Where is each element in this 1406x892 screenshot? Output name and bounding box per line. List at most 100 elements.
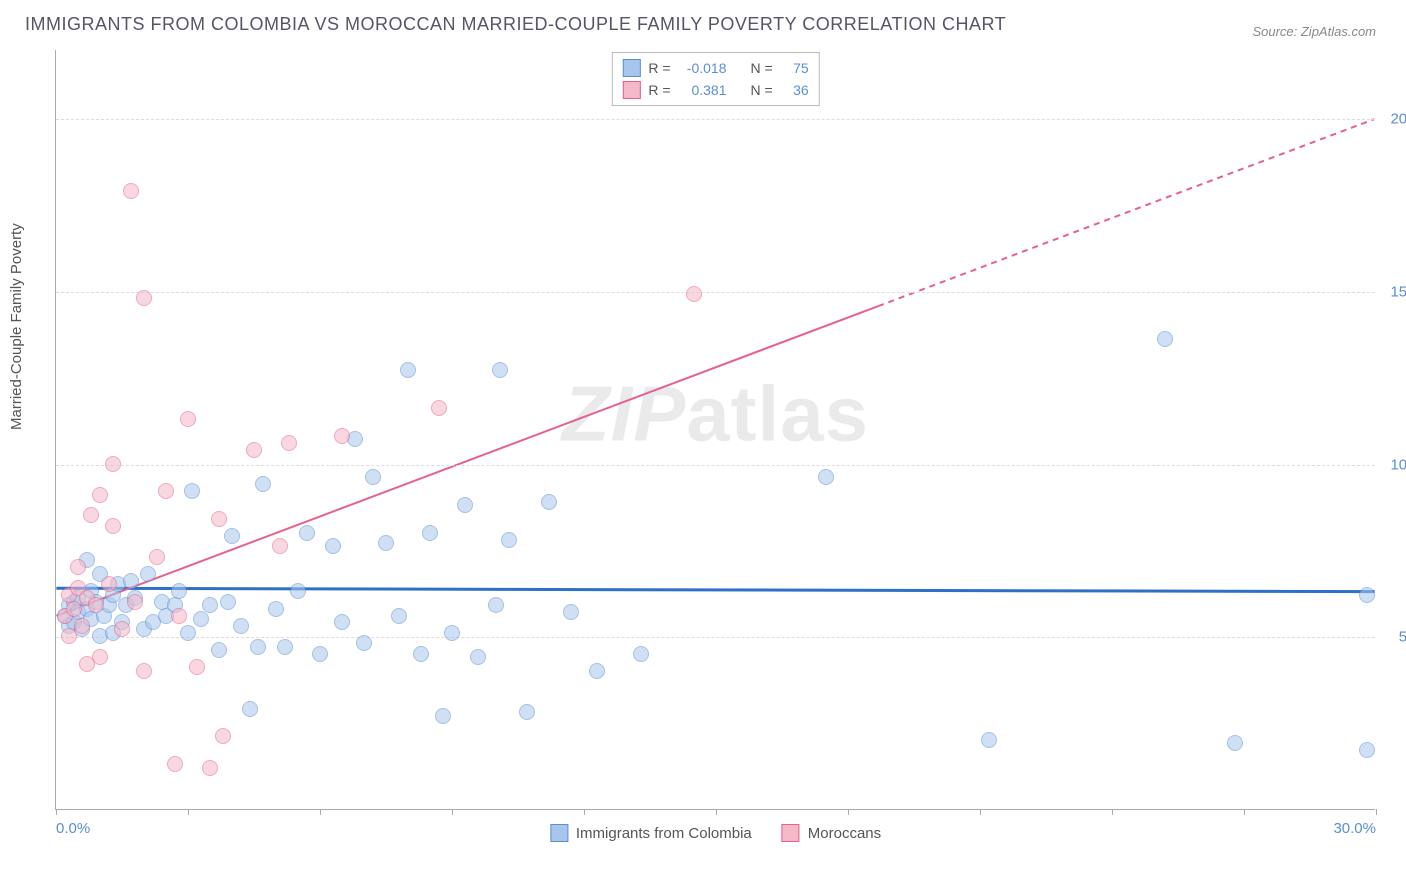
n-value: 36 — [781, 79, 809, 101]
y-tick-label: 10.0% — [1390, 456, 1406, 473]
data-point-moroccans — [88, 597, 104, 613]
data-point-colombia — [444, 625, 460, 641]
n-label: N = — [751, 79, 773, 101]
gridline — [56, 292, 1375, 293]
data-point-colombia — [224, 528, 240, 544]
x-tick — [320, 809, 321, 815]
x-tick-label: 0.0% — [56, 820, 90, 837]
data-point-colombia — [180, 625, 196, 641]
data-point-colombia — [334, 614, 350, 630]
data-point-moroccans — [281, 435, 297, 451]
data-point-moroccans — [246, 442, 262, 458]
data-point-colombia — [365, 469, 381, 485]
data-point-moroccans — [431, 400, 447, 416]
data-point-colombia — [1227, 735, 1243, 751]
x-tick — [848, 809, 849, 815]
source-attribution: Source: ZipAtlas.com — [1252, 24, 1376, 39]
x-tick — [1112, 809, 1113, 815]
watermark: ZIPatlas — [562, 369, 869, 460]
data-point-colombia — [299, 525, 315, 541]
series-legend: Immigrants from Colombia Moroccans — [550, 824, 881, 842]
data-point-colombia — [457, 497, 473, 513]
data-point-moroccans — [334, 428, 350, 444]
legend-item-moroccans: Moroccans — [782, 824, 881, 842]
data-point-colombia — [378, 535, 394, 551]
data-point-moroccans — [202, 760, 218, 776]
data-point-moroccans — [158, 483, 174, 499]
data-point-moroccans — [136, 663, 152, 679]
data-point-moroccans — [136, 290, 152, 306]
data-point-colombia — [1359, 587, 1375, 603]
data-point-colombia — [633, 646, 649, 662]
gridline — [56, 637, 1375, 638]
x-tick — [584, 809, 585, 815]
correlation-legend: R = -0.018 N = 75 R = 0.381 N = 36 — [611, 52, 819, 106]
legend-row-colombia: R = -0.018 N = 75 — [622, 57, 808, 79]
data-point-colombia — [563, 604, 579, 620]
data-point-colombia — [519, 704, 535, 720]
data-point-colombia — [356, 635, 372, 651]
r-label: R = — [648, 57, 670, 79]
data-point-colombia — [184, 483, 200, 499]
x-tick — [188, 809, 189, 815]
data-point-moroccans — [123, 183, 139, 199]
data-point-moroccans — [74, 618, 90, 634]
data-point-moroccans — [167, 756, 183, 772]
legend-item-colombia: Immigrants from Colombia — [550, 824, 752, 842]
chart-title: IMMIGRANTS FROM COLOMBIA VS MOROCCAN MAR… — [25, 14, 1006, 35]
data-point-moroccans — [180, 411, 196, 427]
data-point-colombia — [1359, 742, 1375, 758]
data-point-colombia — [470, 649, 486, 665]
y-tick-label: 20.0% — [1390, 111, 1406, 128]
data-point-colombia — [589, 663, 605, 679]
data-point-colombia — [250, 639, 266, 655]
data-point-moroccans — [105, 456, 121, 472]
data-point-colombia — [202, 597, 218, 613]
data-point-colombia — [413, 646, 429, 662]
r-label: R = — [648, 79, 670, 101]
data-point-colombia — [391, 608, 407, 624]
trend-lines — [56, 50, 1375, 809]
data-point-moroccans — [215, 728, 231, 744]
data-point-moroccans — [171, 608, 187, 624]
legend-swatch — [782, 824, 800, 842]
data-point-moroccans — [686, 286, 702, 302]
legend-swatch — [550, 824, 568, 842]
data-point-colombia — [818, 469, 834, 485]
data-point-moroccans — [101, 576, 117, 592]
watermark-atlas: atlas — [686, 370, 869, 458]
n-value: 75 — [781, 57, 809, 79]
data-point-moroccans — [272, 538, 288, 554]
legend-label: Moroccans — [808, 825, 881, 842]
data-point-colombia — [255, 476, 271, 492]
x-tick — [452, 809, 453, 815]
x-tick — [716, 809, 717, 815]
n-label: N = — [751, 57, 773, 79]
x-tick — [1376, 809, 1377, 815]
data-point-colombia — [400, 362, 416, 378]
data-point-moroccans — [114, 621, 130, 637]
data-point-colombia — [981, 732, 997, 748]
x-tick — [56, 809, 57, 815]
data-point-moroccans — [83, 507, 99, 523]
data-point-colombia — [501, 532, 517, 548]
data-point-colombia — [193, 611, 209, 627]
data-point-moroccans — [61, 628, 77, 644]
legend-swatch — [622, 81, 640, 99]
data-point-colombia — [312, 646, 328, 662]
r-value: -0.018 — [679, 57, 727, 79]
x-tick-label: 30.0% — [1333, 820, 1376, 837]
data-point-colombia — [488, 597, 504, 613]
data-point-colombia — [220, 594, 236, 610]
gridline — [56, 119, 1375, 120]
data-point-colombia — [268, 601, 284, 617]
data-point-colombia — [211, 642, 227, 658]
data-point-colombia — [325, 538, 341, 554]
x-tick — [1244, 809, 1245, 815]
data-point-colombia — [171, 583, 187, 599]
data-point-colombia — [277, 639, 293, 655]
r-value: 0.381 — [679, 79, 727, 101]
data-point-moroccans — [149, 549, 165, 565]
data-point-moroccans — [211, 511, 227, 527]
data-point-colombia — [541, 494, 557, 510]
